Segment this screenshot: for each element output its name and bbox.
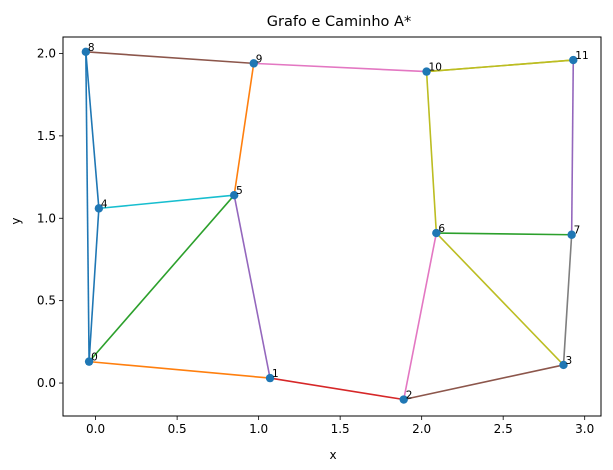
node-label-8: 8 [88,42,95,54]
edge-3-6 [435,232,565,366]
edge-1-5 [233,195,271,379]
edge-0-1 [89,360,271,379]
path-edge-10-11 [426,59,574,73]
x-axis-ticks: 0.0 0.5 1.0 1.5 2.0 2.5 3.0 [86,416,594,436]
node-5 [229,190,239,200]
node-8 [81,47,91,57]
node-label-6: 6 [438,223,445,235]
chart-title: Grafo e Caminho A* [267,14,411,30]
edge-2-3 [403,364,564,401]
edge-4-8 [85,51,100,209]
edge-0-5 [88,194,235,363]
edge-6-7 [436,232,572,236]
x-tick-label: 2.5 [494,422,513,436]
node-6 [432,228,441,238]
y-tick-label: 1.5 [37,129,56,143]
node-label-5: 5 [236,185,243,197]
node-label-2: 2 [406,390,413,402]
node-10 [422,67,431,76]
x-tick-label: 0.0 [86,422,105,436]
node-0 [84,357,94,366]
node-9 [249,59,258,68]
edge-3-7 [562,234,573,365]
y-tick-label: 0.5 [37,294,56,308]
node-label-10: 10 [429,62,442,74]
y-axis-ticks: 0.0 0.5 1.0 1.5 2.0 [37,46,63,390]
node-label-11: 11 [575,50,588,62]
x-tick-label: 0.5 [168,422,187,436]
y-tick-label: 2.0 [37,46,56,60]
edge-7-11 [570,60,575,235]
edge-6-10 [425,71,438,234]
edge-9-10 [253,62,427,73]
x-tick-label: 1.0 [249,422,268,436]
edge-4-5 [98,194,235,210]
node-7 [567,230,576,239]
node-2 [399,395,408,404]
node-label-9: 9 [256,53,263,65]
y-axis-label: y [9,217,23,224]
x-tick-label: 1.5 [331,422,350,436]
node-label-3: 3 [566,355,573,367]
node-11 [569,55,578,65]
edge-8-0 [85,51,90,362]
node-label-1: 1 [272,368,279,380]
edge-8-9 [85,51,254,65]
node-label-7: 7 [574,225,581,237]
y-tick-label: 1.0 [37,211,56,225]
node-labels-layer: 0 1 2 3 4 5 6 7 8 9 10 11 [88,42,589,402]
nodes-layer [81,47,578,404]
node-4 [94,204,104,213]
edges-layer [85,51,575,401]
edge-5-9 [233,63,255,196]
x-axis-label: x [329,448,336,462]
edge-2-6 [402,232,438,400]
x-tick-label: 2.0 [412,422,431,436]
node-3 [559,360,568,370]
node-label-4: 4 [101,198,108,210]
node-label-0: 0 [91,352,98,364]
y-tick-label: 0.0 [37,376,56,390]
edge-0-4 [88,208,100,362]
node-1 [265,373,275,383]
plot-frame [62,36,602,417]
x-tick-label: 3.0 [575,422,594,436]
edge-1-2 [269,377,404,401]
